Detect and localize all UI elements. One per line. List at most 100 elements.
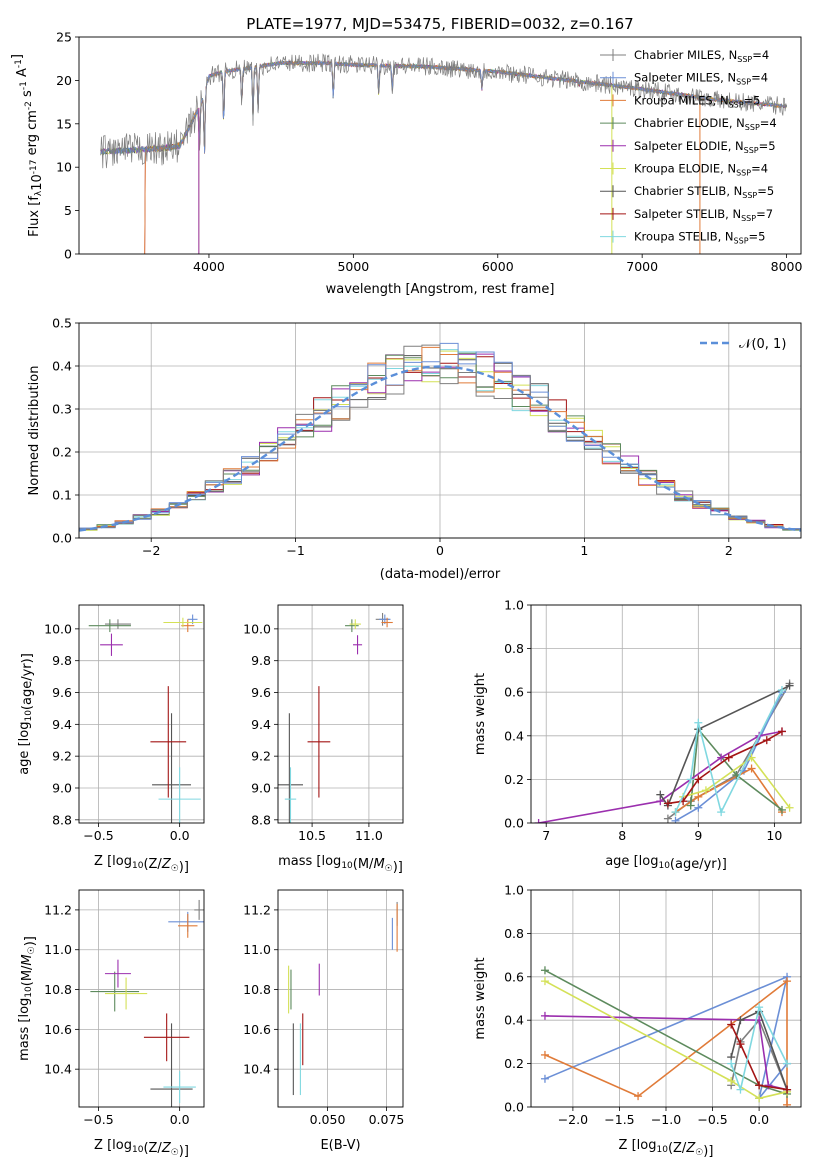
x-tick-label: −1 <box>286 543 304 558</box>
x-tick-label: 6000 <box>482 259 514 274</box>
x-tick-label: 1 <box>580 543 588 558</box>
weight-line-0 <box>730 1018 788 1090</box>
weight-line-1 <box>544 975 789 1099</box>
y-tick-label: 0.4 <box>52 359 72 374</box>
x-tick-label: −0.5 <box>697 1112 727 1127</box>
gaussian-curve <box>79 365 801 532</box>
y-tick-label: 10.8 <box>44 982 72 997</box>
panel-mass-vs-Z: −0.5 0.0 10.4 10.6 10.8 11.0 11.2 Z [log10(Z/Z☉… <box>17 889 205 1159</box>
weight-line-5 <box>544 980 788 1100</box>
plot-area <box>90 899 204 1107</box>
x-tick-label: −0.5 <box>83 828 113 843</box>
weight-line-2 <box>675 767 783 813</box>
y-tick-label: 11.0 <box>243 942 271 957</box>
y-tick-label: 0.0 <box>52 531 72 546</box>
x-tick-label: −1.5 <box>604 1112 634 1127</box>
x-tick-label: 8000 <box>771 259 803 274</box>
y-tick-label: 15 <box>56 116 72 131</box>
legend-label: Chabrier STELIB, NSSP=5 <box>634 184 774 200</box>
panel-weight-vs-age: 7 8 9 10 0.0 0.2 0.4 0.6 0.8 1.0 age [log10(age/yr… <box>473 598 802 872</box>
y-tick-label: 10.8 <box>243 982 271 997</box>
legend: Chabrier MILES, NSSP=4 Salpeter MILES, NS… <box>600 48 777 246</box>
legend-label: Kroupa STELIB, NSSP=5 <box>634 230 765 246</box>
x-tick-label: −2 <box>142 543 160 558</box>
weight-line-2 <box>544 979 788 1105</box>
x-tick-label: 2 <box>725 543 733 558</box>
y-tick-label: 20 <box>56 73 72 88</box>
spectrum-line-2 <box>144 60 787 254</box>
y-tick-label: 10.4 <box>243 1062 271 1077</box>
x-tick-label: −2.0 <box>558 1112 588 1127</box>
plot-area <box>288 901 398 1096</box>
figure-title: PLATE=1977, MJD=53475, FIBERID=0032, z=0… <box>246 15 633 33</box>
y-tick-label: 1.0 <box>504 598 524 613</box>
y-axis-label: mass weight <box>473 957 488 1039</box>
y-tick-label: 0.5 <box>52 316 72 331</box>
axes-frame <box>78 889 205 1108</box>
y-tick-label: 11.0 <box>44 942 72 957</box>
y-tick-label: 0.6 <box>504 685 524 700</box>
weight-line-1 <box>675 691 783 822</box>
y-tick-label: 0.8 <box>504 926 524 941</box>
y-tick-label: 11.2 <box>44 902 72 917</box>
y-axis-label: Flux [fλ10-17 erg cm-2 s-1 A-1] <box>10 54 45 237</box>
x-tick-label: 11.0 <box>355 828 383 843</box>
y-axis-label: mass weight <box>473 673 488 755</box>
panel-age-vs-mass: 10.5 11.0 8.8 9.0 9.2 9.4 9.6 9.8 10.0 mass [log1… <box>243 604 404 875</box>
axes-frame <box>277 604 404 824</box>
y-tick-label: 10 <box>56 160 72 175</box>
y-tick-label: 9.8 <box>251 653 271 668</box>
x-tick-label: 0 <box>436 543 444 558</box>
y-tick-label: 10.4 <box>44 1062 72 1077</box>
y-tick-label: 0.6 <box>504 969 524 984</box>
plot-area <box>88 614 203 823</box>
y-tick-label: 0.0 <box>504 1100 524 1115</box>
y-tick-label: 11.2 <box>243 902 271 917</box>
panel-spectrum: 4000 5000 6000 7000 8000 0 5 10 15 20 25 Chabrier M… <box>10 30 803 298</box>
y-tick-label: 9.6 <box>251 685 271 700</box>
weight-line-3 <box>689 727 783 811</box>
x-tick-label: 9 <box>694 828 702 843</box>
axes-frame <box>78 36 802 255</box>
y-axis-label: age [log10(age/yr)] <box>17 653 35 775</box>
y-tick-label: 9.4 <box>52 717 72 732</box>
y-tick-label: 9.0 <box>52 780 72 795</box>
spectrum-line-0 <box>100 53 787 169</box>
y-tick-label: 9.4 <box>251 717 271 732</box>
weight-line-6 <box>730 1010 788 1090</box>
y-tick-label: 10.0 <box>243 621 271 636</box>
weight-line-7 <box>730 1024 788 1091</box>
y-tick-label: 0 <box>64 247 72 262</box>
x-axis-label: age [log10(age/yr)] <box>605 854 727 872</box>
weight-line-6 <box>659 684 790 808</box>
y-tick-label: 10.6 <box>44 1022 72 1037</box>
legend-label: Kroupa MILES, NSSP=5 <box>634 93 760 109</box>
x-tick-label: 0.0 <box>749 1112 769 1127</box>
weight-line-4 <box>538 730 783 823</box>
axes-frame <box>78 322 802 539</box>
x-axis-label: Z [log10(Z/Z☉)] <box>94 1138 189 1159</box>
panel-age-vs-Z: −0.5 0.0 8.8 9.0 9.2 9.4 9.6 9.8 10.0 Z [log10(Z/… <box>17 604 205 875</box>
x-tick-label: 5000 <box>337 259 369 274</box>
x-tick-label: 0.050 <box>310 1112 346 1127</box>
legend-label: 𝒩(0, 1) <box>739 337 786 352</box>
legend-label: Kroupa ELODIE, NSSP=4 <box>634 162 768 178</box>
legend-label: Chabrier ELODIE, NSSP=4 <box>634 116 777 132</box>
panel-residuals: −2 −1 0 1 2 0.0 0.1 0.2 0.3 0.4 0.5 𝒩(0, 1) (data-mo… <box>27 316 802 582</box>
y-tick-label: 9.6 <box>52 685 72 700</box>
axes-frame <box>530 889 802 1108</box>
x-axis-label: mass [log10(M/M☉)] <box>278 854 403 875</box>
y-tick-label: 0.3 <box>52 402 72 417</box>
x-axis-label: E(B-V) <box>320 1138 360 1153</box>
y-tick-label: 0.4 <box>504 1013 524 1028</box>
y-tick-label: 1.0 <box>504 883 524 898</box>
x-tick-label: 8 <box>618 828 626 843</box>
plot-area <box>79 342 801 538</box>
axes-frame <box>277 889 404 1108</box>
y-tick-label: 0.2 <box>504 772 524 787</box>
y-tick-label: 9.0 <box>251 780 271 795</box>
y-tick-label: 5 <box>64 203 72 218</box>
axes-frame <box>530 604 802 824</box>
y-tick-label: 0.0 <box>504 816 524 831</box>
